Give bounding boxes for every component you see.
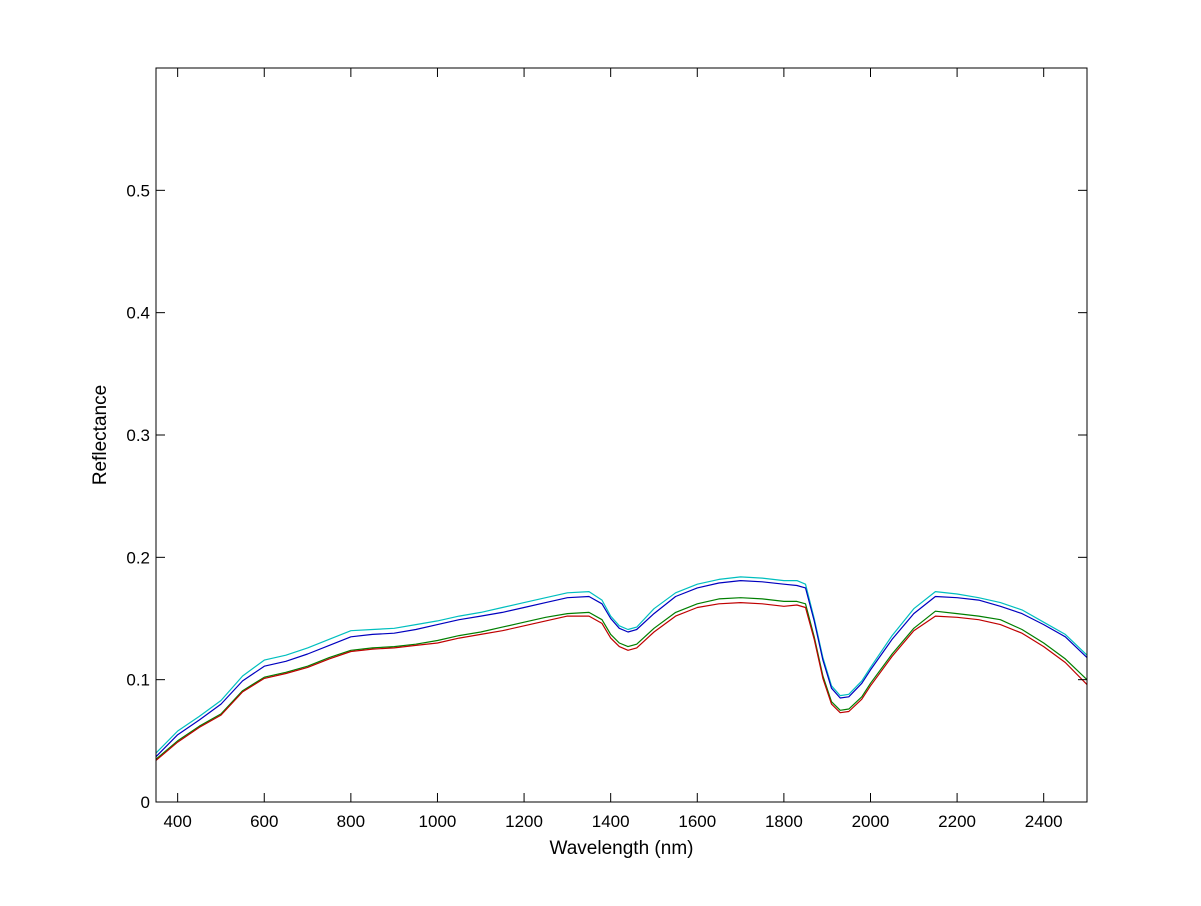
- y-axis-label: Reflectance: [90, 385, 111, 485]
- series-line-4: [155, 601, 1088, 761]
- x-tick-label: 2200: [938, 812, 976, 831]
- x-tick-label: 600: [250, 812, 278, 831]
- x-tick-label: 1400: [592, 812, 630, 831]
- x-tick-label: 800: [337, 812, 365, 831]
- y-tick-label: 0.5: [126, 181, 150, 200]
- y-tick-label: 0.3: [126, 426, 150, 445]
- x-tick-label: 1600: [678, 812, 716, 831]
- series-line-2: [155, 579, 1088, 758]
- x-tick-label: 1000: [419, 812, 457, 831]
- x-tick-label: 1200: [505, 812, 543, 831]
- x-axis-label: Wavelength (nm): [550, 838, 694, 859]
- y-tick-label: 0.4: [126, 304, 150, 323]
- series-line-1: [155, 576, 1088, 754]
- series-layer: [155, 576, 1088, 761]
- plot-frame: [155, 67, 1088, 803]
- y-tick-label: 0: [141, 793, 150, 812]
- y-tick-label: 0.1: [126, 671, 150, 690]
- x-tick-label: 1800: [765, 812, 803, 831]
- x-tick-label: 2400: [1025, 812, 1063, 831]
- tick-layer: 400 600 800 1000 1200 1400 1600 1800 2000 2200 240…: [126, 68, 1087, 831]
- x-tick-label: 400: [163, 812, 191, 831]
- y-tick-label: 0.2: [126, 548, 150, 567]
- series-line-3: [155, 597, 1088, 760]
- x-tick-label: 2000: [852, 812, 890, 831]
